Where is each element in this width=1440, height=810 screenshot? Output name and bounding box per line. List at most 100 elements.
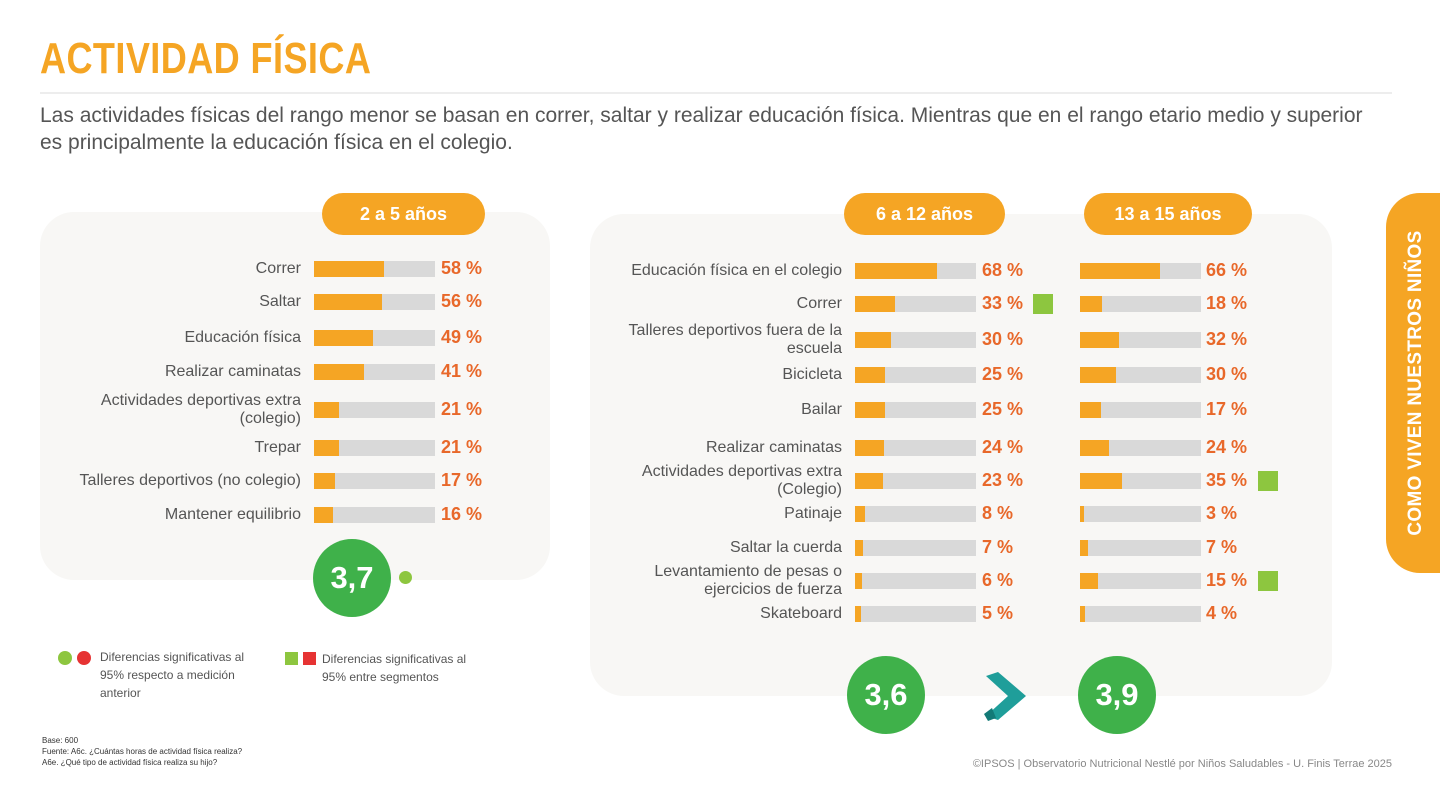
value-label: 21 % [441, 399, 483, 419]
side-tab-label: COMO VIVEN NUESTROS NIÑOS [1405, 230, 1426, 536]
segment-pill-6-12: 6 a 12 años [844, 193, 1005, 235]
bar-track [1080, 263, 1201, 279]
value-label: 32 % [1206, 329, 1248, 349]
category-label: Actividades deportivas extra (Colegio) [641, 463, 842, 498]
bar-track [314, 364, 435, 380]
bar-track [855, 440, 976, 456]
bar-fill [855, 473, 883, 489]
side-tab[interactable] [1386, 193, 1440, 573]
legend-green-square-icon [285, 652, 298, 665]
base-note: Base: 600 [42, 736, 79, 745]
bar-track [1080, 506, 1201, 522]
category-label: Levantamiento de pesas o ejercicios de f… [654, 563, 842, 598]
category-label: Realizar caminatas [164, 363, 301, 380]
value-label: 56 % [441, 291, 483, 311]
segment-pill-2-5: 2 a 5 años [322, 193, 485, 235]
value-label: 24 % [1206, 437, 1248, 457]
title-divider [40, 92, 1392, 94]
segment-pill-13-15: 13 a 15 años [1084, 193, 1252, 235]
bar-fill [1080, 440, 1110, 456]
value-label: 18 % [1206, 293, 1248, 313]
value-label: 24 % [982, 437, 1024, 457]
legend-dots-text: Diferencias significativas al 95% respec… [100, 650, 245, 700]
bar-fill [314, 294, 382, 310]
bar-track [1080, 540, 1201, 556]
value-label: 33 % [982, 293, 1024, 313]
bar-track [1080, 402, 1201, 418]
bar-track [855, 296, 976, 312]
bar-fill [1080, 332, 1119, 348]
bar-fill [855, 296, 895, 312]
bar-track [1080, 367, 1201, 383]
source-note: Fuente: A6c. ¿Cuántas horas de actividad… [42, 747, 243, 756]
bar-fill [855, 573, 863, 589]
bar-fill [1080, 402, 1101, 418]
category-label: Educación física [184, 329, 301, 346]
value-label: 68 % [982, 260, 1024, 280]
legend-squares-text: Diferencias significativas al 95% entre … [322, 652, 467, 684]
category-label: Realizar caminatas [705, 439, 842, 456]
legend-red-square-icon [303, 652, 316, 665]
bar-fill [1080, 573, 1099, 589]
bar-fill [314, 261, 385, 277]
bar-track [855, 367, 976, 383]
bar-fill [1080, 473, 1123, 489]
bar-fill [1080, 263, 1160, 279]
bar-track [855, 332, 976, 348]
bar-track [1080, 573, 1201, 589]
bar-track [1080, 473, 1201, 489]
value-label: 58 % [441, 258, 483, 278]
bar-fill [855, 606, 862, 622]
bar-track [855, 606, 976, 622]
page-title: ACTIVIDAD FÍSICA [40, 34, 372, 83]
bar-fill [855, 263, 938, 279]
bar-track [855, 402, 976, 418]
bar-track [314, 402, 435, 418]
bar-track [314, 473, 435, 489]
bar-fill [855, 367, 886, 383]
bar-track [1080, 440, 1201, 456]
score-2-5: 3,7 [313, 539, 391, 617]
category-label: Skateboard [760, 605, 842, 622]
bar-track [314, 330, 435, 346]
value-label: 21 % [441, 437, 483, 457]
footer-credits: ©IPSOS | Observatorio Nutricional Nestlé… [972, 758, 1392, 770]
bar-track [1080, 606, 1201, 622]
bar-track [855, 506, 976, 522]
value-label: 25 % [982, 364, 1024, 384]
bar-track [314, 294, 435, 310]
category-label: Talleres deportivos fuera de la escuela [628, 322, 842, 357]
significance-square-icon [1258, 571, 1278, 591]
category-label: Talleres deportivos (no colegio) [79, 472, 301, 489]
value-label: 17 % [441, 470, 483, 490]
legend-green-dot-icon [58, 651, 72, 665]
bar-fill [855, 402, 886, 418]
bar-track [1080, 296, 1201, 312]
bar-fill [1080, 506, 1084, 522]
value-label: 41 % [441, 361, 483, 381]
value-label: 30 % [1206, 364, 1248, 384]
bar-fill [314, 440, 340, 456]
value-label: 17 % [1206, 399, 1248, 419]
bar-track [314, 507, 435, 523]
bar-track [314, 440, 435, 456]
category-label: Correr [796, 295, 842, 312]
bar-fill [1080, 606, 1085, 622]
panel-2-5 [40, 212, 550, 580]
category-label: Bicicleta [782, 366, 842, 383]
value-label: 49 % [441, 327, 483, 347]
value-label: 35 % [1206, 470, 1248, 490]
bar-fill [314, 364, 364, 380]
bar-track [855, 540, 976, 556]
bar-fill [1080, 296, 1102, 312]
bar-track [855, 473, 976, 489]
value-label: 8 % [982, 503, 1014, 523]
bar-fill [855, 440, 885, 456]
category-label: Saltar [259, 293, 301, 310]
significance-square-icon [1033, 294, 1053, 314]
value-label: 3 % [1206, 503, 1238, 523]
value-label: 25 % [982, 399, 1024, 419]
value-label: 66 % [1206, 260, 1248, 280]
value-label: 4 % [1206, 603, 1238, 623]
bar-track [855, 573, 976, 589]
